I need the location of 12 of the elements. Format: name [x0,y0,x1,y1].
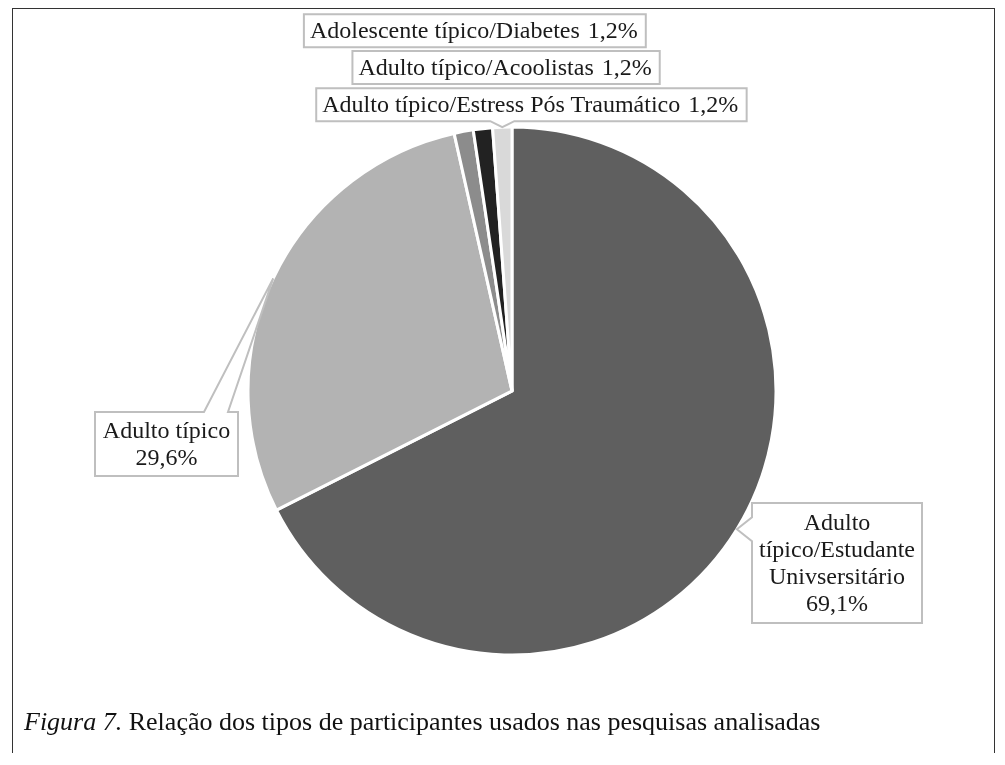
data-label: 1,2% [587,17,638,44]
slice-label: Adulto típico/Estudante Univsersitário [758,509,916,590]
data-label: 29,6% [135,444,198,471]
text: Figura 7. [24,707,123,736]
data-label: 1,2% [601,53,652,80]
text: Relação dos tipos de participantes usados nas pesquisas analisadas [128,707,821,736]
data-label: 1,2% [688,91,739,118]
slice-label: Adolescente típico/Diabetes [309,17,580,44]
slice-label: Adulto típico/Acoolistas [358,53,594,80]
slice-label: Adulto típico/Estress Pós Traumático [322,91,681,118]
slice-label: Adulto típico [102,417,231,444]
data-label: 69,1% [806,590,868,617]
